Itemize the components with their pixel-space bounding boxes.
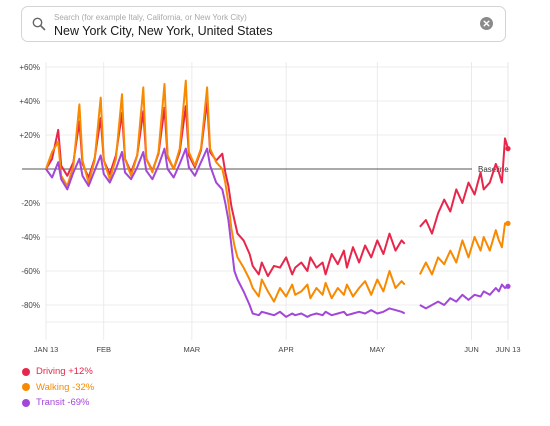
legend-label-transit: Transit -69% [36,397,90,409]
series-end-point-transit [505,283,511,289]
series-line-walking [419,222,508,276]
series-end-point-driving [505,146,511,152]
legend-label-walking: Walking -32% [36,381,95,393]
search-placeholder: Search (for example Italy, California, o… [54,13,247,22]
y-tick-label: +60% [19,63,40,72]
legend: Driving +12% Walking -32% Transit -69% [22,364,94,411]
mobility-chart: +60% +40% +20% -20% -40% -60% -80% JAN 13 FEB MAR… [19,62,521,354]
y-tick-label: +40% [19,97,40,106]
legend-item-driving[interactable]: Driving +12% [22,364,94,380]
x-tick-label: JUN 13 [495,345,520,354]
walking-dot-icon [22,383,30,392]
y-tick-label: +20% [19,131,40,140]
x-tick-label: JUN [464,345,479,354]
series-end-point-walking [505,220,511,226]
y-tick-label: -20% [21,199,40,208]
x-tick-label: FEB [96,345,111,354]
series-line-walking [45,79,406,303]
series-line-transit [45,147,406,318]
x-tick-label: MAR [184,345,201,354]
search-input[interactable]: New York City, New York, United States [54,24,273,38]
x-tick-label: JAN 13 [34,345,59,354]
transit-dot-icon [22,398,30,407]
x-tick-label: MAY [369,345,385,354]
driving-dot-icon [22,367,30,376]
series-line-driving [419,137,509,235]
search-field[interactable]: Search (for example Italy, California, o… [21,6,506,42]
y-tick-label: -80% [21,301,40,310]
y-tick-label: -40% [21,233,40,242]
x-tick-label: APR [278,345,294,354]
y-tick-label: -60% [21,267,40,276]
search-icon [32,17,46,31]
series-line-transit [419,283,509,310]
legend-label-driving: Driving +12% [36,366,93,378]
clear-icon[interactable] [480,17,493,30]
legend-item-walking[interactable]: Walking -32% [22,380,94,396]
legend-item-transit[interactable]: Transit -69% [22,395,94,411]
